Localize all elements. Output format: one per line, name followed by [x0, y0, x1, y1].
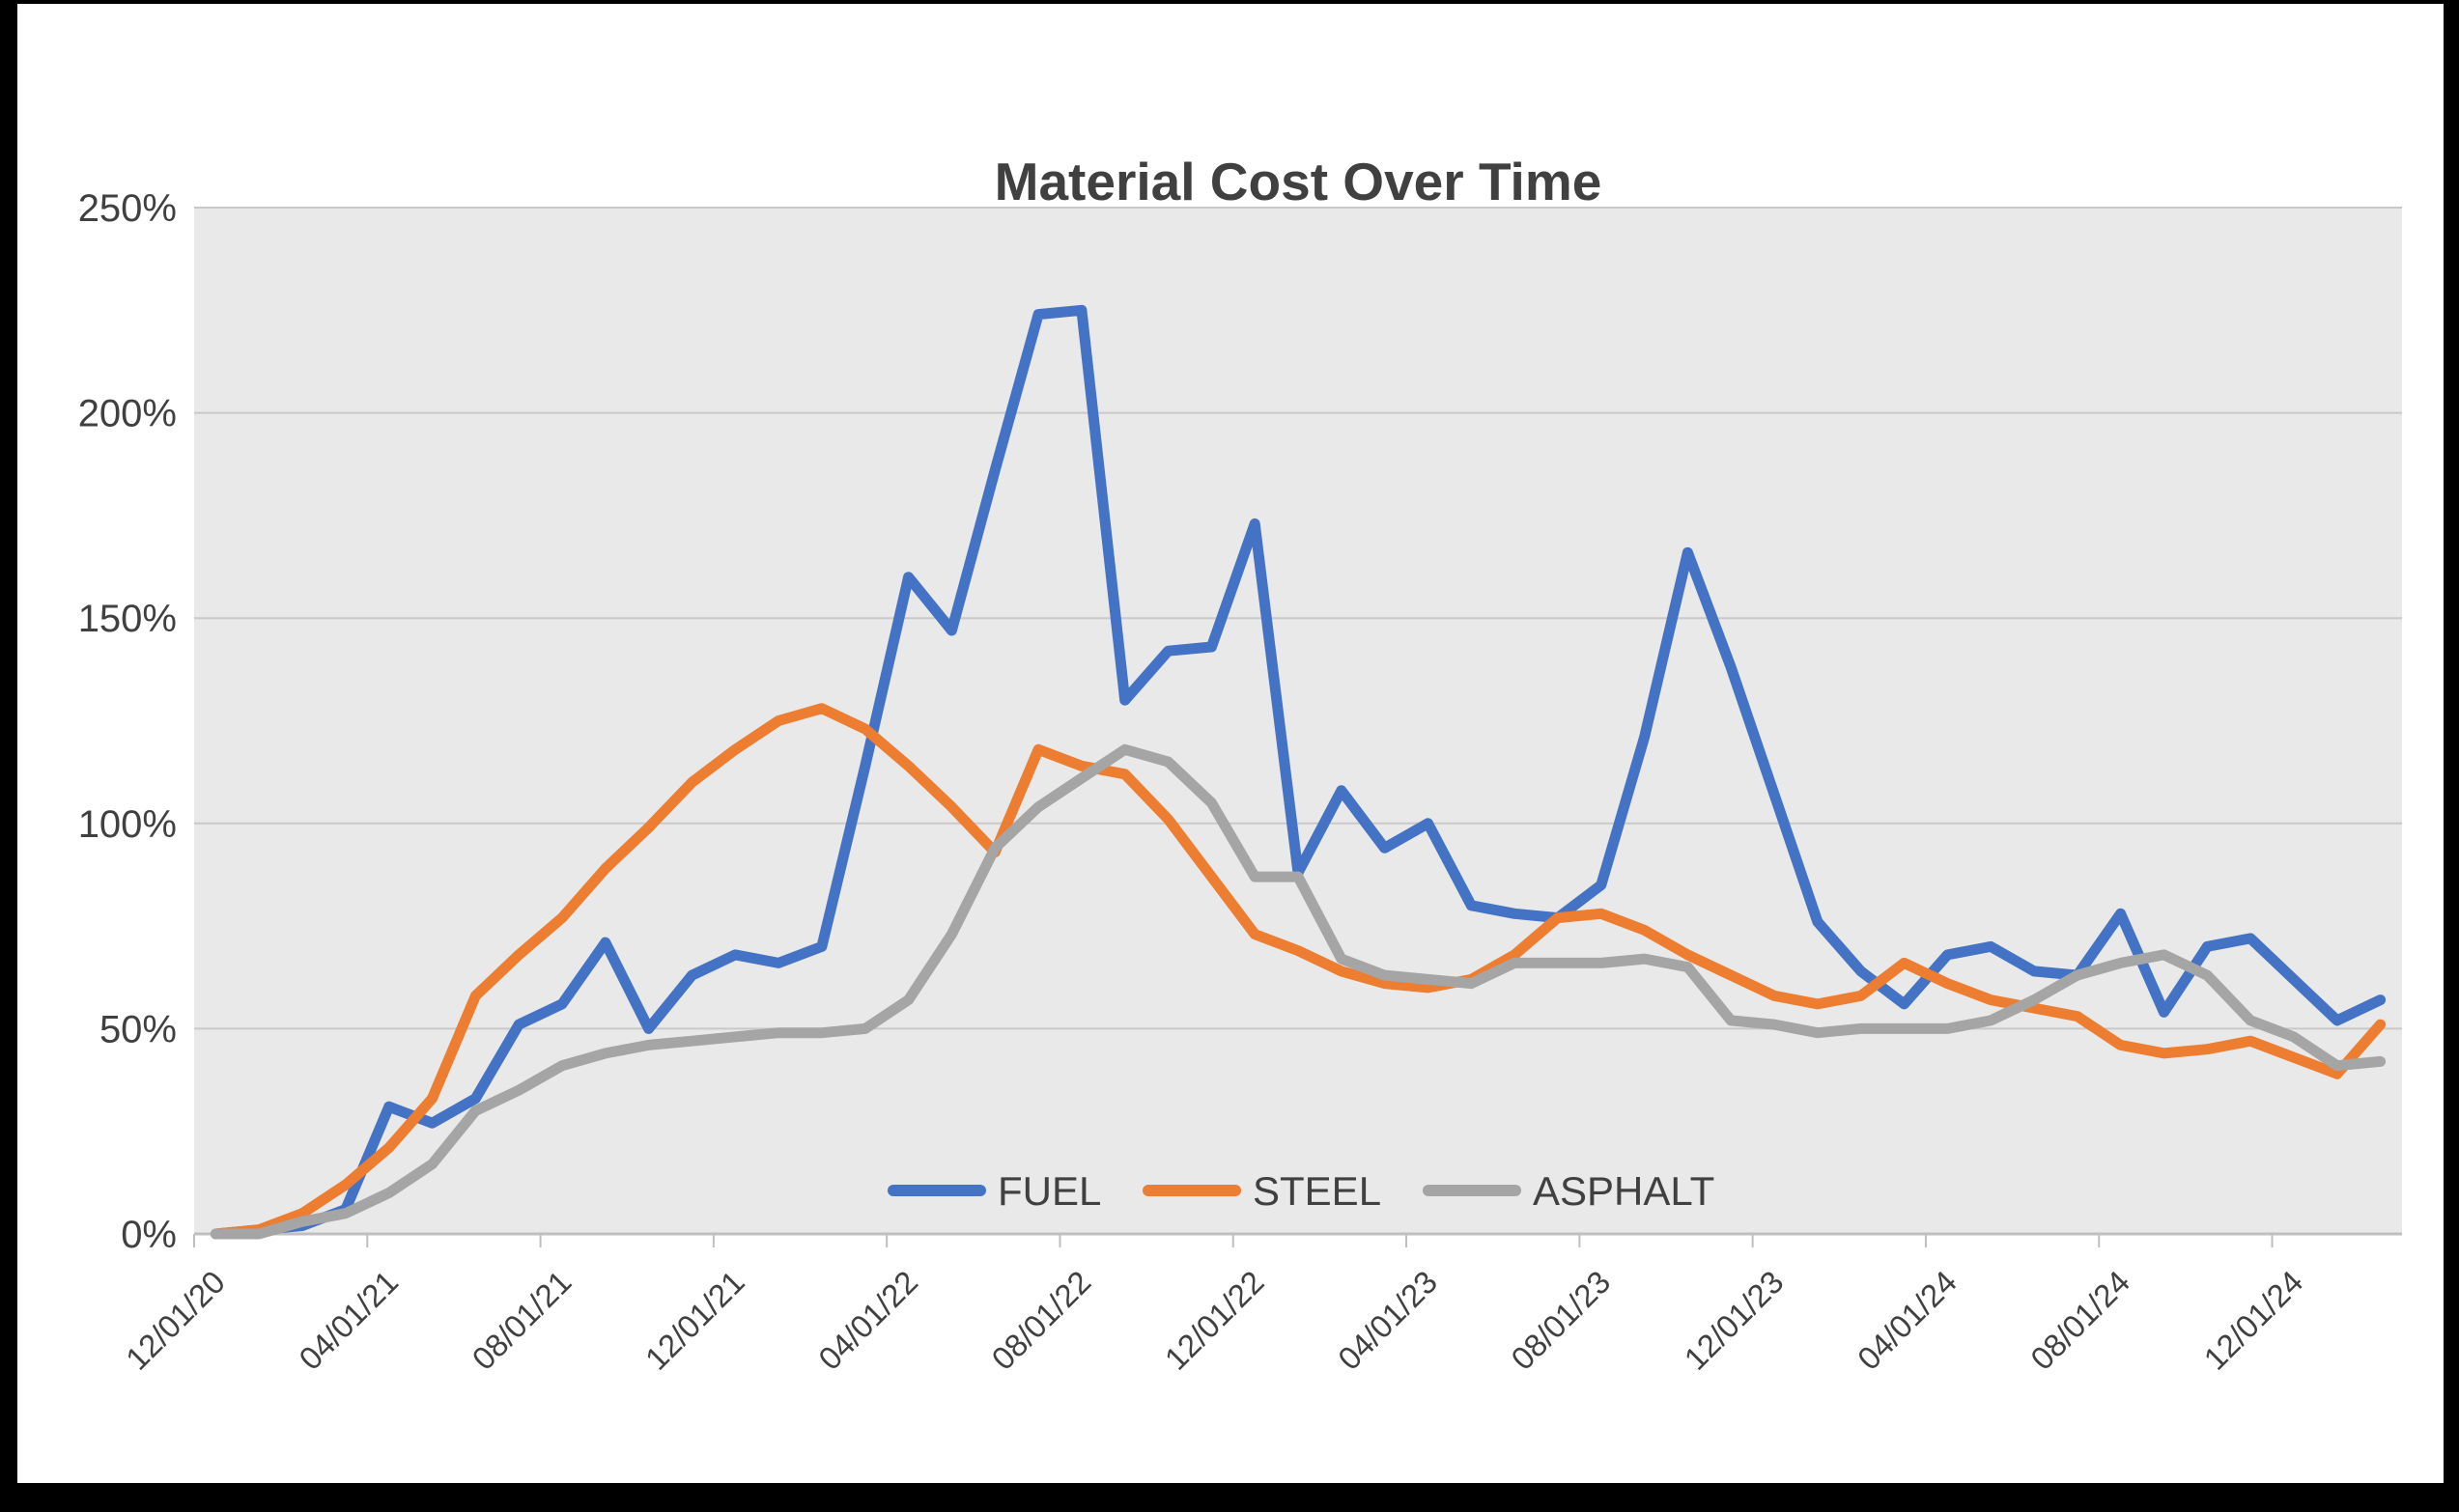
plot-area [194, 208, 2402, 1234]
legend-item-asphalt: ASPHALT [1423, 1168, 1714, 1214]
legend-label-steel: STEEL [1253, 1168, 1381, 1214]
legend: FUEL STEEL ASPHALT [888, 1168, 1714, 1214]
chart-title: Material Cost Over Time [995, 152, 1602, 211]
legend-item-fuel: FUEL [888, 1168, 1101, 1214]
series-lines [210, 304, 2387, 1240]
y-tick-label-150%: 150% [78, 598, 177, 640]
y-tick-label-0%: 0% [121, 1214, 177, 1256]
legend-swatch-asphalt-icon [1423, 1185, 1521, 1196]
legend-swatch-steel-icon [1143, 1185, 1241, 1196]
series-line-asphalt [210, 743, 2387, 1240]
legend-item-steel: STEEL [1143, 1168, 1381, 1214]
y-tick-label-100%: 100% [78, 803, 177, 846]
legend-label-fuel: FUEL [998, 1168, 1101, 1214]
y-tick-label-50%: 50% [99, 1008, 177, 1050]
legend-label-asphalt: ASPHALT [1533, 1168, 1714, 1214]
gridlines [194, 207, 2402, 1236]
x-axis [193, 1234, 2274, 1247]
legend-swatch-fuel-icon [888, 1185, 986, 1196]
y-axis-labels: 0% 50% 100% 150% 200% 250% [78, 187, 177, 1256]
y-tick-label-250%: 250% [78, 187, 177, 230]
y-tick-label-200%: 200% [78, 393, 177, 435]
